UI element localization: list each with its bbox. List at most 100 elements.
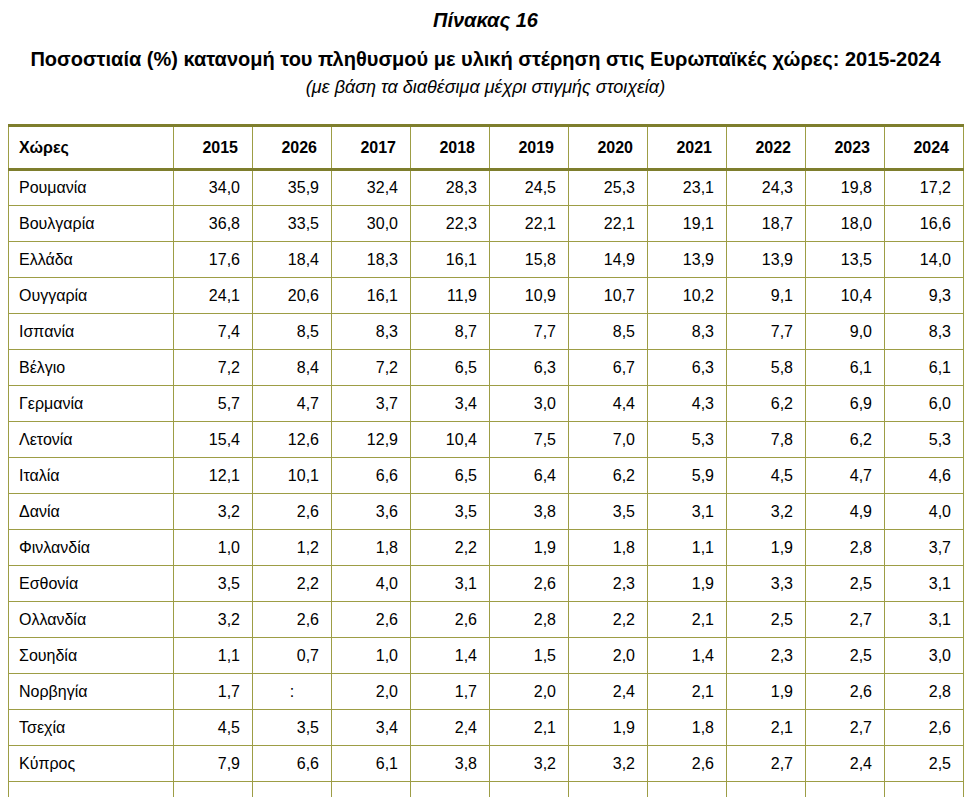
value-cell: 7,2 (332, 350, 411, 386)
value-cell (253, 782, 332, 797)
year-column-header: 2024 (885, 126, 964, 170)
value-cell: 6,6 (332, 458, 411, 494)
country-cell: Δανία (9, 494, 174, 530)
value-cell (806, 782, 885, 797)
value-cell: 3,2 (174, 602, 253, 638)
value-cell: 3,2 (569, 746, 648, 782)
value-cell: 9,3 (885, 278, 964, 314)
value-cell: 3,1 (648, 494, 727, 530)
value-cell: 19,8 (806, 170, 885, 206)
value-cell: 0,7 (253, 638, 332, 674)
value-cell: 3,3 (727, 566, 806, 602)
value-cell: 2,7 (727, 746, 806, 782)
value-cell: 2,5 (885, 746, 964, 782)
value-cell: 2,2 (569, 602, 648, 638)
value-cell: 2,0 (569, 638, 648, 674)
value-cell: 2,4 (569, 674, 648, 710)
year-column-header: 2017 (332, 126, 411, 170)
table-row: Φινλανδία1,01,21,82,21,91,81,11,92,83,7 (9, 530, 964, 566)
value-cell (332, 782, 411, 797)
value-cell: 2,5 (806, 638, 885, 674)
country-cell: Κύπρος (9, 746, 174, 782)
table-head: Χώρες 2015202620172018201920202021202220… (9, 126, 964, 170)
value-cell: 3,5 (253, 710, 332, 746)
value-cell: 6,2 (727, 386, 806, 422)
table-row: Εσθονία3,52,24,03,12,62,31,93,32,53,1 (9, 566, 964, 602)
value-cell: 28,3 (411, 170, 490, 206)
value-cell: 34,0 (174, 170, 253, 206)
value-cell: 36,8 (174, 206, 253, 242)
value-cell: 5,9 (648, 458, 727, 494)
value-cell: 16,1 (332, 278, 411, 314)
value-cell (569, 782, 648, 797)
value-cell: 4,6 (885, 458, 964, 494)
country-cell: Βέλγιο (9, 350, 174, 386)
value-cell (411, 782, 490, 797)
value-cell: 2,1 (490, 710, 569, 746)
value-cell: : (253, 674, 332, 710)
country-cell: Γερμανία (9, 386, 174, 422)
value-cell: 1,1 (174, 638, 253, 674)
value-cell: 4,7 (806, 458, 885, 494)
country-cell: Ελλάδα (9, 242, 174, 278)
year-column-header: 2023 (806, 126, 885, 170)
value-cell: 3,7 (885, 530, 964, 566)
value-cell: 2,1 (727, 710, 806, 746)
table-row: Δανία3,22,63,63,53,83,53,13,24,94,0 (9, 494, 964, 530)
value-cell: 13,9 (648, 242, 727, 278)
value-cell: 3,5 (174, 566, 253, 602)
value-cell: 22,1 (569, 206, 648, 242)
value-cell: 8,3 (648, 314, 727, 350)
value-cell: 1,8 (648, 710, 727, 746)
value-cell: 13,5 (806, 242, 885, 278)
value-cell: 5,3 (648, 422, 727, 458)
value-cell: 9,1 (727, 278, 806, 314)
value-cell: 12,1 (174, 458, 253, 494)
table-row: Γερμανία5,74,73,73,43,04,44,36,26,96,0 (9, 386, 964, 422)
value-cell: 8,5 (253, 314, 332, 350)
value-cell: 6,9 (806, 386, 885, 422)
country-cell: Νορβηγία (9, 674, 174, 710)
value-cell (648, 782, 727, 797)
value-cell: 14,9 (569, 242, 648, 278)
value-cell: 3,1 (885, 566, 964, 602)
document-page: Πίνακας 16 Ποσοστιαία (%) κατανομή του π… (0, 8, 971, 797)
value-cell: 3,2 (490, 746, 569, 782)
value-cell: 2,6 (648, 746, 727, 782)
value-cell: 2,4 (411, 710, 490, 746)
value-cell: 7,8 (727, 422, 806, 458)
value-cell: 1,4 (411, 638, 490, 674)
value-cell: 1,7 (411, 674, 490, 710)
country-cell (9, 782, 174, 797)
value-cell: 2,6 (806, 674, 885, 710)
value-cell: 3,4 (332, 710, 411, 746)
table-row: Νορβηγία1,7:2,01,72,02,42,11,92,62,8 (9, 674, 964, 710)
value-cell: 2,1 (648, 602, 727, 638)
value-cell: 6,2 (569, 458, 648, 494)
value-cell: 2,7 (806, 602, 885, 638)
value-cell: 7,7 (490, 314, 569, 350)
value-cell: 1,1 (648, 530, 727, 566)
value-cell: 8,4 (253, 350, 332, 386)
value-cell: 2,2 (253, 566, 332, 602)
value-cell: 10,7 (569, 278, 648, 314)
value-cell: 7,0 (569, 422, 648, 458)
value-cell: 24,1 (174, 278, 253, 314)
value-cell: 7,7 (727, 314, 806, 350)
value-cell: 2,8 (885, 674, 964, 710)
value-cell: 13,9 (727, 242, 806, 278)
countries-column-header: Χώρες (9, 126, 174, 170)
value-cell: 12,6 (253, 422, 332, 458)
value-cell: 16,1 (411, 242, 490, 278)
value-cell: 14,0 (885, 242, 964, 278)
country-cell: Ρουμανία (9, 170, 174, 206)
value-cell: 6,2 (806, 422, 885, 458)
country-cell: Τσεχία (9, 710, 174, 746)
value-cell: 5,3 (885, 422, 964, 458)
country-cell: Βουλγαρία (9, 206, 174, 242)
value-cell: 8,3 (885, 314, 964, 350)
value-cell: 7,9 (174, 746, 253, 782)
value-cell: 1,7 (174, 674, 253, 710)
value-cell: 1,0 (174, 530, 253, 566)
value-cell: 22,3 (411, 206, 490, 242)
